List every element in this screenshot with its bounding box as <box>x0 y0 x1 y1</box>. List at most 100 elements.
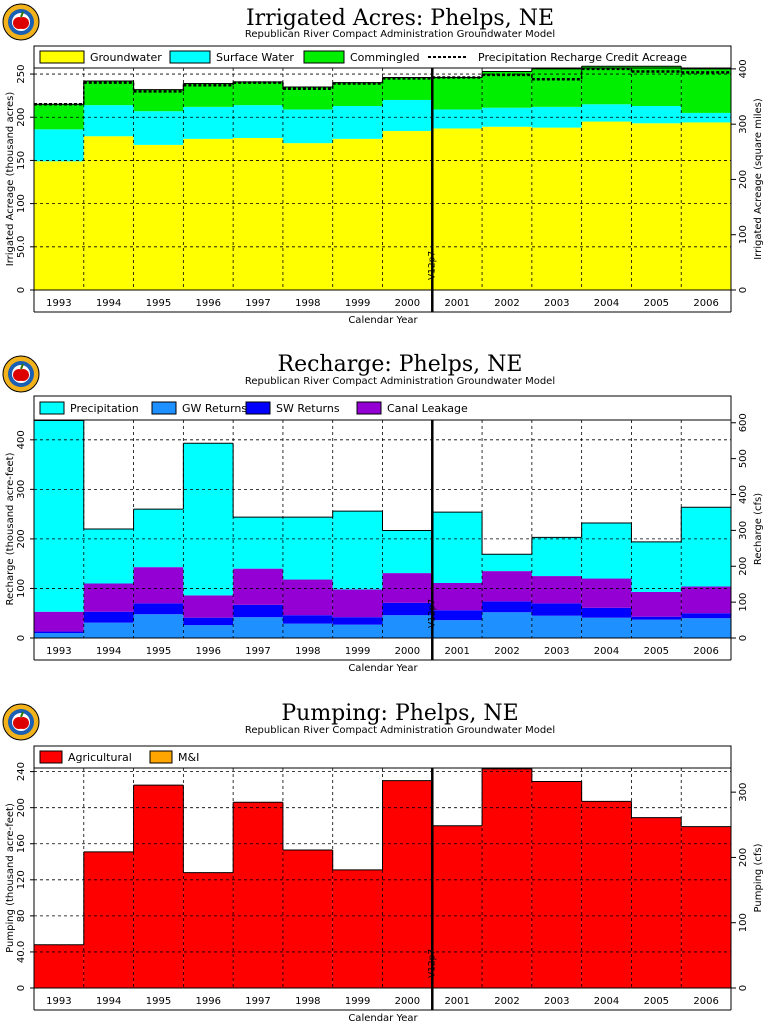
y-tick-label: 0 <box>16 287 27 293</box>
bar-groundwater-2000 <box>382 131 433 290</box>
y-right-tick-label: 400 <box>738 485 749 504</box>
logo-apple-right <box>17 717 29 729</box>
bar-agricultural-2003 <box>531 781 582 988</box>
bar-commingled-2001 <box>432 77 483 110</box>
y-tick-label: 80 <box>16 910 27 923</box>
x-tick-label: 1996 <box>196 298 221 309</box>
bar-agricultural-1994 <box>83 851 134 988</box>
bar-gw_returns-1994 <box>83 622 134 638</box>
y-tick-label: 250 <box>16 64 27 83</box>
bar-surface_water-1995 <box>133 111 184 145</box>
bar-precipitation-2004 <box>581 523 632 579</box>
legend-label: Commingled <box>350 51 420 64</box>
y-axis-label: Recharge (thousand acre-feet) <box>5 452 16 605</box>
x-tick-label: 2006 <box>693 298 718 309</box>
bar-sw_returns-2003 <box>531 603 582 616</box>
x-tick-label: 1999 <box>345 298 370 309</box>
bar-gw_returns-1995 <box>133 614 184 638</box>
x-tick-label: 1994 <box>96 646 121 657</box>
bar-sw_returns-2005 <box>631 616 682 620</box>
bar-gw_returns-2000 <box>382 615 433 638</box>
x-tick-label: 1996 <box>196 996 221 1007</box>
chart-title: Pumping: Phelps, NE <box>281 701 518 726</box>
bar-canal_leakage-1997 <box>233 568 283 605</box>
bar-groundwater-1993 <box>34 161 84 290</box>
chart-title: Recharge: Phelps, NE <box>278 352 523 377</box>
y-tick-label: 150 <box>16 151 27 170</box>
y-tick-label: 100 <box>16 194 27 213</box>
bar-sw_returns-2004 <box>581 607 632 618</box>
bar-agricultural-2005 <box>631 817 682 988</box>
version-line-label: V12p7 <box>427 251 437 280</box>
bar-gw_returns-2002 <box>482 612 532 638</box>
bar-commingled-2003 <box>531 68 582 107</box>
bar-groundwater-1995 <box>133 144 184 290</box>
x-tick-label: 1996 <box>196 646 221 657</box>
bar-commingled-1998 <box>282 87 333 110</box>
x-tick-label: 2006 <box>693 646 718 657</box>
logo-apple-right <box>17 17 29 29</box>
logo-apple-stem <box>20 363 24 370</box>
legend-box <box>33 745 732 769</box>
x-tick-label: 1998 <box>295 996 320 1007</box>
x-axis-label: Calendar Year <box>348 315 418 326</box>
bar-gw_returns-2006 <box>681 618 731 638</box>
bar-surface_water-1994 <box>83 105 134 137</box>
bar-precipitation-1997 <box>233 517 283 569</box>
bar-groundwater-1996 <box>183 138 234 290</box>
y-tick-label: 160 <box>16 834 27 853</box>
y-right-tick-label: 0 <box>738 985 749 991</box>
x-tick-label: 2001 <box>444 646 469 657</box>
x-tick-label: 2004 <box>594 646 619 657</box>
y-tick-label: 400 <box>16 430 27 449</box>
x-tick-label: 2001 <box>444 298 469 309</box>
bar-surface_water-1996 <box>183 106 234 139</box>
legend-swatch <box>245 401 271 415</box>
bar-canal_leakage-2004 <box>581 578 632 608</box>
x-tick-label: 1995 <box>146 996 171 1007</box>
bar-precipitation-1999 <box>332 511 383 590</box>
version-line-label: V12p7 <box>427 599 437 628</box>
x-tick-label: 1997 <box>245 996 270 1007</box>
bar-gw_returns-1999 <box>332 624 383 638</box>
y-right-tick-label: 200 <box>738 557 749 576</box>
bar-commingled-2000 <box>382 77 433 100</box>
x-tick-label: 1994 <box>96 298 121 309</box>
bar-groundwater-2002 <box>482 126 532 291</box>
plot-frame <box>33 767 732 989</box>
x-tick-label: 1995 <box>146 298 171 309</box>
x-tick-label: 1997 <box>245 298 270 309</box>
bar-groundwater-2005 <box>631 123 682 290</box>
bar-surface_water-2006 <box>681 112 731 123</box>
x-tick-label: 1997 <box>245 646 270 657</box>
bar-agricultural-1995 <box>133 785 184 988</box>
x-tick-label: 2006 <box>693 996 718 1007</box>
x-tick-label: 2004 <box>594 996 619 1007</box>
x-tick-label: 2005 <box>644 646 669 657</box>
bar-sw_returns-1998 <box>282 615 333 624</box>
bar-precipitation-1995 <box>133 509 184 568</box>
y-tick-label: 40.0 <box>16 941 27 963</box>
bar-agricultural-2004 <box>581 801 632 988</box>
bar-sw_returns-1994 <box>83 611 134 623</box>
bar-sw_returns-2002 <box>482 601 532 613</box>
x-tick-label: 1994 <box>96 996 121 1007</box>
y-tick-label: 120 <box>16 870 27 889</box>
bar-canal_leakage-1994 <box>83 583 134 612</box>
bar-agricultural-1993 <box>34 944 84 988</box>
bar-precipitation-2002 <box>482 554 532 572</box>
y-right-tick-label: 200 <box>738 170 749 189</box>
bar-sw_returns-2000 <box>382 602 433 616</box>
legend-label: GW Returns <box>182 402 247 415</box>
bar-precipitation-1998 <box>282 517 333 580</box>
logo-apple-stem <box>20 711 24 718</box>
bar-commingled-2004 <box>581 66 632 105</box>
bar-surface_water-1997 <box>233 105 283 138</box>
bar-surface_water-2000 <box>382 99 433 132</box>
logo-apple-icon <box>2 3 40 41</box>
bar-canal_leakage-1995 <box>133 567 184 604</box>
bar-precipitation-2005 <box>631 541 682 592</box>
legend-swatch <box>356 401 382 415</box>
y-tick-label: 200 <box>16 798 27 817</box>
bar-surface_water-2005 <box>631 106 682 124</box>
